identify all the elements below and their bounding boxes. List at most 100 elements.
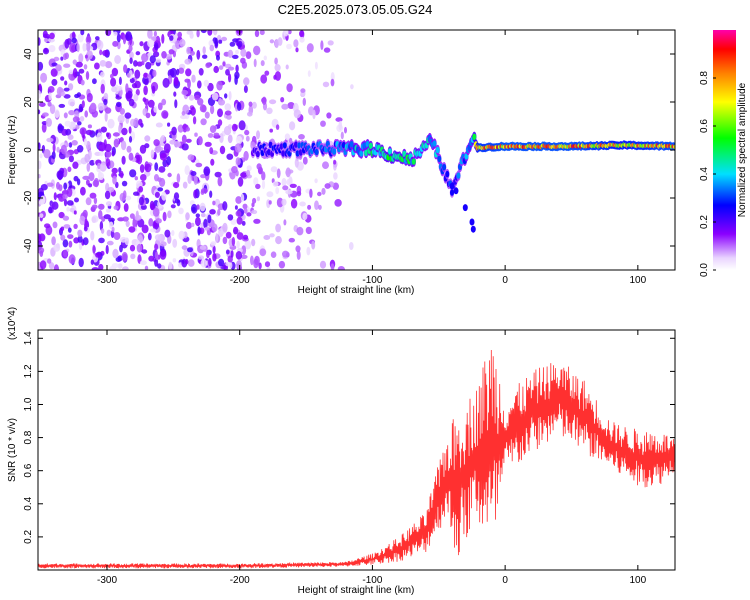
heatmap-noise-cell (71, 37, 77, 44)
heatmap-noise-cell (41, 123, 47, 133)
heatmap-noise-cell (216, 80, 223, 91)
heatmap-noise-cell (154, 257, 159, 267)
heatmap-noise-cell (246, 169, 251, 177)
heatmap-noise-cell (298, 134, 305, 140)
heatmap-noise-cell (226, 114, 232, 120)
heatmap-noise-cell (280, 97, 285, 103)
heatmap-noise-cell (100, 126, 108, 133)
heatmap-noise-cell (251, 101, 257, 109)
heatmap-noise-cell (144, 143, 150, 149)
heatmap-noise-cell (330, 263, 335, 270)
heatmap-noise-cell (218, 65, 224, 70)
heatmap-noise-cell (78, 53, 84, 63)
heatmap-noise-cell (199, 202, 206, 212)
y-tick-label: 1.0 (23, 397, 34, 411)
heatmap-noise-cell (211, 223, 218, 232)
heatmap-noise-cell (63, 224, 71, 229)
heatmap-noise-cell (199, 245, 207, 250)
heatmap-noise-cell (122, 190, 127, 199)
heatmap-noise-cell (143, 85, 148, 96)
heatmap-noise-cell (173, 182, 180, 189)
heatmap-noise-cell (139, 41, 144, 47)
heatmap-noise-cell (162, 211, 167, 222)
heatmap-noise-cell (177, 124, 184, 133)
heatmap-noise-cell (77, 121, 82, 126)
heatmap-noise-cell (134, 80, 141, 89)
heatmap-noise-cell (119, 236, 128, 243)
heatmap-noise-cell (335, 117, 343, 122)
colorbar-tick-label: 0.4 (699, 167, 710, 181)
heatmap-noise-cell (168, 261, 173, 270)
heatmap-noise-cell (80, 186, 86, 196)
heatmap-noise-cell (82, 175, 90, 180)
heatmap-noise-cell (184, 165, 190, 176)
heatmap-noise-cell (60, 76, 65, 81)
heatmap-noise-cell (143, 78, 149, 86)
heatmap-noise-cell (193, 175, 198, 186)
heatmap-noise-cell (197, 136, 203, 146)
heatmap-noise-cell (134, 69, 141, 79)
heatmap-noise-cell (230, 219, 237, 225)
heatmap-noise-cell (67, 166, 72, 173)
heatmap-noise-cell (255, 183, 261, 190)
heatmap-noise-cell (153, 51, 160, 58)
heatmap-noise-cell (312, 109, 316, 120)
heatmap-noise-cell (105, 30, 112, 37)
heatmap-noise-cell (231, 166, 238, 174)
heatmap-noise-cell (89, 159, 95, 166)
heatmap-noise-cell (154, 251, 159, 260)
heatmap-noise-cell (281, 198, 287, 206)
heatmap-signal-cell (294, 141, 298, 148)
heatmap-noise-cell (95, 252, 102, 258)
heatmap-noise-cell (68, 83, 74, 91)
heatmap-noise-cell (98, 263, 104, 270)
heatmap-noise-cell (293, 39, 299, 48)
heatmap-noise-cell (203, 166, 211, 177)
heatmap-noise-cell (106, 240, 114, 246)
heatmap-noise-cell (112, 248, 119, 259)
heatmap-noise-cell (74, 197, 79, 203)
heatmap-noise-cell (112, 175, 117, 185)
heatmap-noise-cell (121, 180, 128, 187)
heatmap-noise-cell (56, 170, 64, 180)
heatmap-noise-cell (72, 68, 78, 78)
x-tick-label: 100 (629, 575, 646, 586)
colorbar-label: Normalized spectral amplitude (737, 82, 748, 217)
x-tick-label: 0 (502, 275, 508, 286)
heatmap-noise-cell (217, 119, 223, 126)
heatmap-noise-cell (324, 183, 331, 189)
heatmap-noise-cell (98, 237, 105, 244)
heatmap-noise-cell (123, 64, 128, 73)
heatmap-noise-cell (198, 255, 204, 260)
heatmap-noise-cell (74, 93, 80, 99)
heatmap-noise-cell (244, 129, 250, 136)
heatmap-noise-cell (284, 133, 291, 141)
heatmap-noise-cell (187, 259, 195, 267)
heatmap-noise-cell (233, 226, 239, 235)
heatmap-noise-cell (309, 188, 313, 198)
heatmap-noise-cell (89, 192, 97, 199)
heatmap-noise-cell (153, 30, 157, 37)
y-tick-label: 40 (23, 48, 34, 60)
heatmap-noise-cell (84, 54, 88, 59)
heatmap-noise-cell (274, 57, 278, 65)
heatmap-noise-cell (117, 114, 125, 124)
heatmap-noise-cell (130, 253, 136, 260)
heatmap-noise-cell (332, 182, 339, 190)
heatmap-noise-cell (161, 191, 167, 201)
heatmap-noise-cell (261, 179, 266, 190)
heatmap-noise-cell (50, 68, 58, 77)
heatmap-noise-cell (192, 116, 197, 125)
heatmap-noise-cell (189, 32, 194, 39)
heatmap-noise-cell (210, 104, 215, 115)
heatmap-noise-cell (204, 111, 210, 119)
heatmap-noise-cell (68, 155, 74, 163)
heatmap-noise-cell (91, 216, 97, 223)
heatmap-noise-cell (138, 196, 145, 206)
heatmap-noise-cell (144, 163, 152, 173)
heatmap-noise-cell (207, 214, 212, 224)
snr-panel: -300 -200 -100 0 100 0.2 0.4 0.6 0.8 1.0 1.2 1.4 H… (7, 307, 676, 596)
heatmap-noise-cell (100, 83, 105, 94)
heatmap-noise-cell (42, 30, 48, 38)
